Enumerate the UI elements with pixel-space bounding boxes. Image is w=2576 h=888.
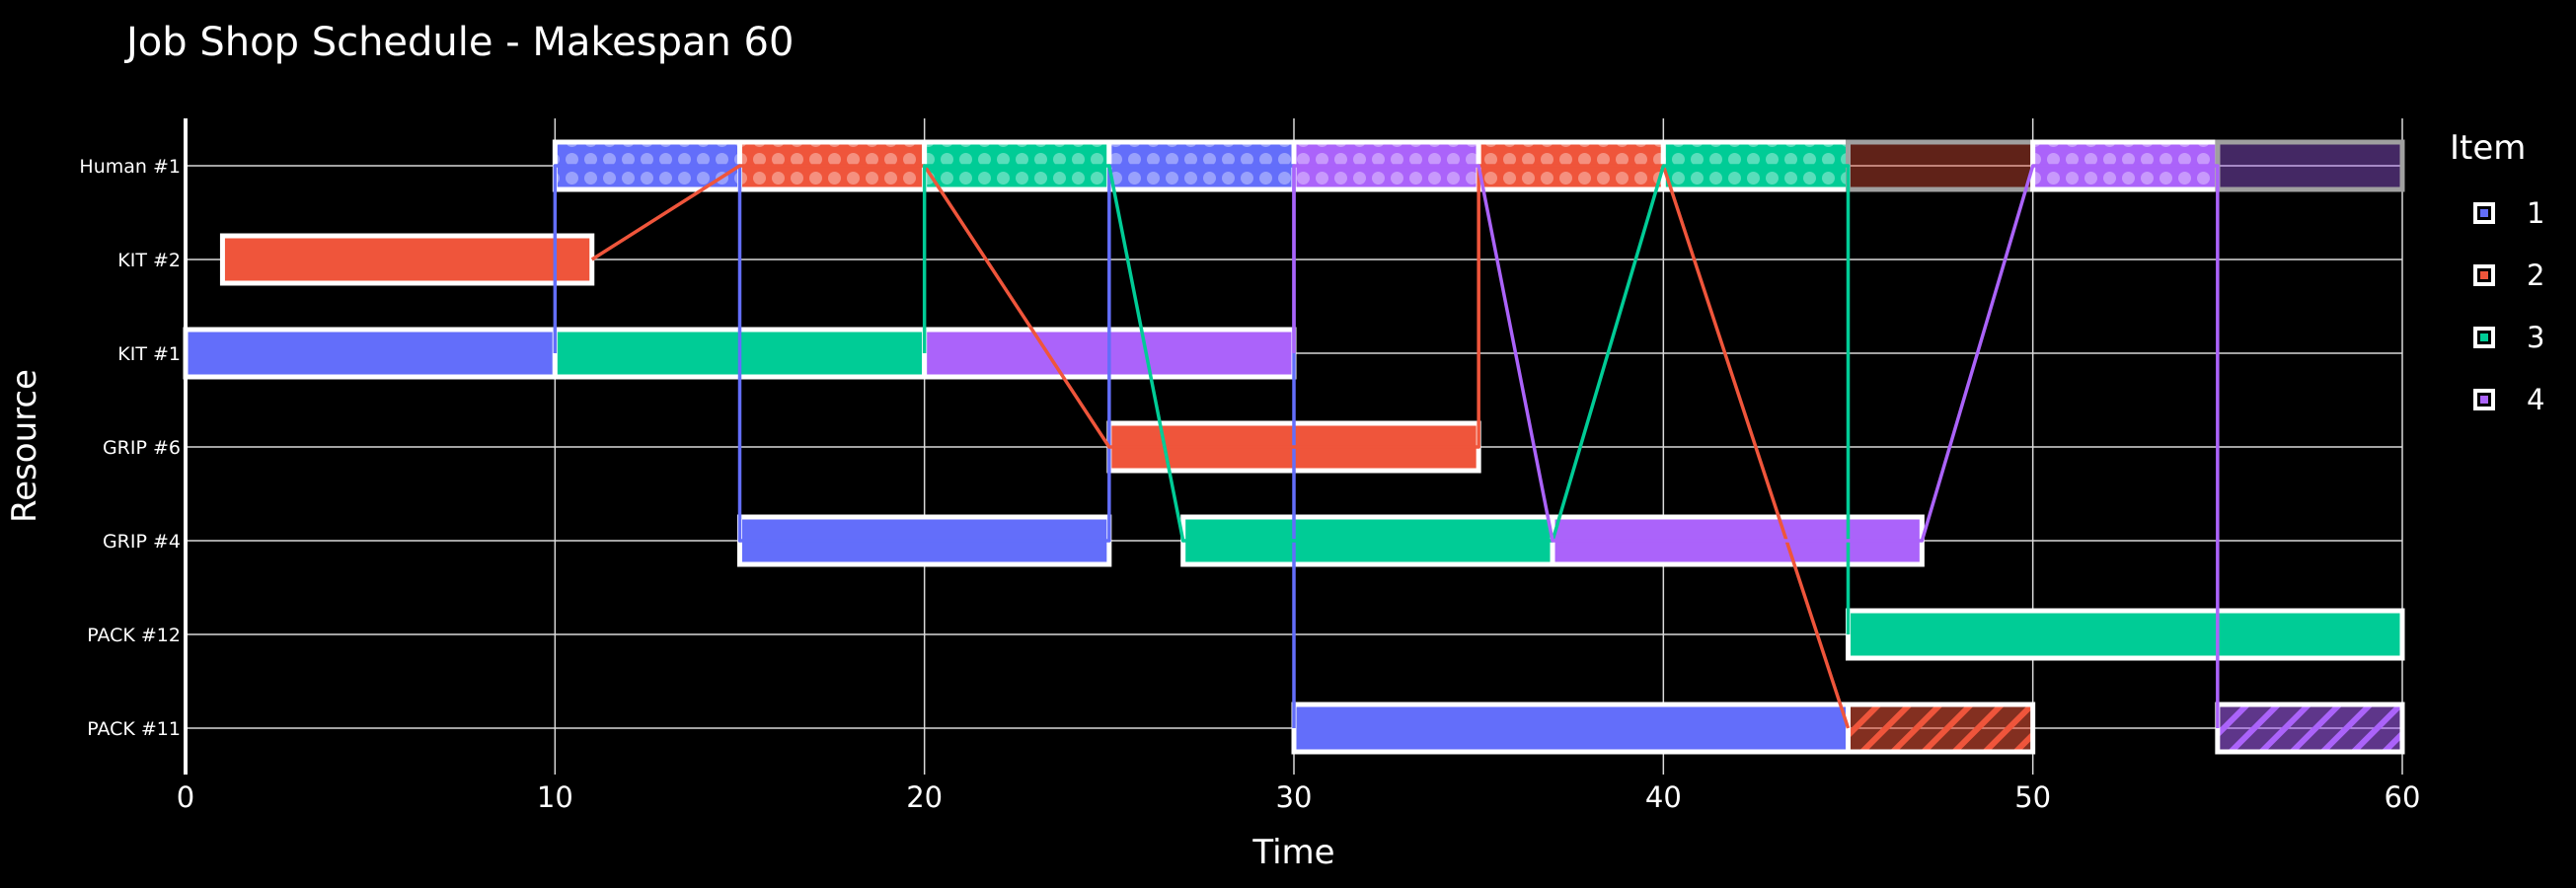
legend-swatch [2473, 388, 2495, 410]
x-tick-label: 20 [906, 780, 943, 814]
x-tick-label: 30 [1276, 780, 1313, 814]
task-bar [1846, 702, 2036, 755]
item-route-3 [922, 164, 1851, 634]
y-tick-label: PACK #11 [87, 718, 181, 740]
legend-swatch [2473, 326, 2495, 348]
y-tick-label: KIT #2 [117, 250, 181, 271]
legend-item[interactable]: 4 [2450, 368, 2544, 430]
item-route-4 [1292, 164, 2220, 728]
legend: Item 1 2 3 4 [2450, 128, 2544, 430]
x-tick-label: 10 [537, 780, 573, 814]
y-tick-label: PACK #12 [87, 625, 181, 646]
x-tick-labels: 0 10 20 30 40 50 60 [177, 780, 2421, 814]
y-tick-label: GRIP #6 [103, 437, 181, 459]
task-bar [1291, 702, 1851, 755]
task-bar [2215, 139, 2405, 192]
y-tick-label: GRIP #4 [103, 531, 181, 553]
legend-item[interactable]: 1 [2450, 182, 2544, 244]
x-tick-label: 0 [177, 780, 194, 814]
legend-title: Item [2450, 128, 2527, 168]
task-bar [1846, 139, 2036, 192]
x-tick-label: 60 [2385, 780, 2421, 814]
y-axis-label: Resource [5, 369, 44, 523]
legend-swatch [2473, 263, 2495, 286]
task-bar [183, 327, 558, 380]
task-bar [2215, 702, 2405, 755]
item-route-2 [590, 164, 1851, 729]
y-tick-label: Human #1 [79, 156, 181, 178]
task-bar [1846, 608, 2405, 661]
legend-swatch [2473, 201, 2495, 224]
item-routes [553, 164, 2220, 729]
legend-label: 4 [2527, 382, 2545, 416]
legend-item[interactable]: 2 [2450, 244, 2544, 306]
legend-label: 3 [2527, 320, 2545, 354]
x-tick-label: 50 [2014, 780, 2051, 814]
legend-item[interactable]: 3 [2450, 306, 2544, 368]
task-bar [219, 233, 595, 286]
x-tick-label: 40 [1645, 780, 1682, 814]
y-tick-label: KIT #1 [117, 343, 181, 365]
chart-title: Job Shop Schedule - Makespan 60 [126, 20, 795, 65]
legend-label: 2 [2527, 258, 2545, 292]
legend-label: 1 [2527, 195, 2545, 230]
x-axis-label: Time [1251, 833, 1334, 872]
item-route-1 [553, 164, 1296, 728]
y-tick-labels: Human #1 KIT #2 KIT #1 GRIP #6 GRIP #4 PACK #… [79, 156, 181, 740]
